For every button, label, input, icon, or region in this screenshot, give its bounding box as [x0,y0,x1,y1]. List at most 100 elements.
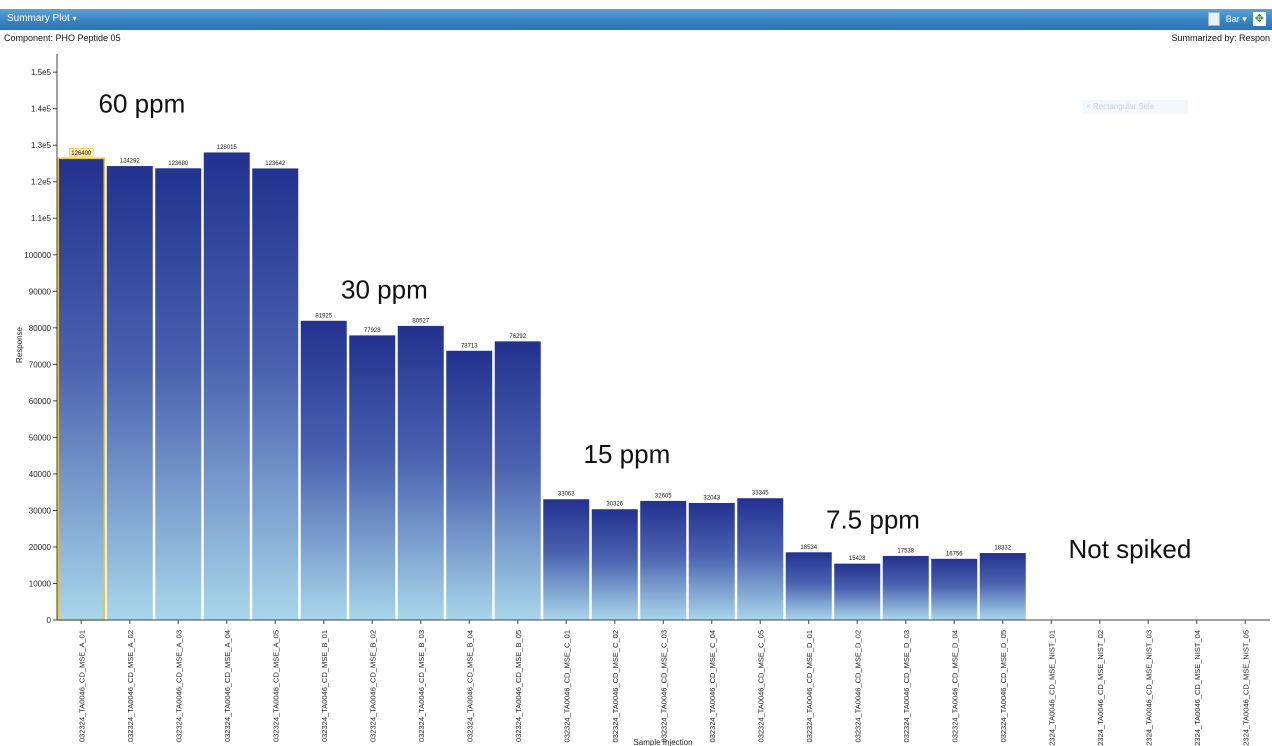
bar-value-label: 18534 [800,545,817,551]
x-tick-label: 032324_TA0046_CD_MSE_A_02 [126,630,135,742]
y-tick-label: 80000 [29,324,52,333]
bar-value-label: 73713 [461,343,478,349]
x-tick-label: 032324_TA0046_CD_MSE_A_03 [174,630,183,742]
component-label: Component: PHO Peptide 05 [4,33,121,43]
x-tick-label: 032324_TA0046_CD_MSE_D_02 [853,630,862,742]
y-axis-title: Response [15,326,24,363]
plot-titlebar: Summary Plot ▾ Bar ▾ ✥ [0,9,1272,30]
plot-toolbar: Bar ▾ ✥ [1207,12,1266,26]
bar-value-label: 32605 [655,493,672,499]
x-tick-label: 032324_TA0046_CD_MSE_NIST_01 [1047,630,1056,746]
rectangular-selection-label: Rectangular Sele [1092,102,1155,111]
y-axis: 0 10000 20000 30000 40000 50000 60000 70000 8000… [24,53,58,625]
bar[interactable] [397,325,444,620]
bar[interactable] [834,563,881,620]
summarized-by-label: Summarized by: Respon [1171,33,1270,43]
copy-icon[interactable] [1207,12,1220,26]
bar-value-label: 81925 [315,313,332,319]
x-tick-label: 032324_TA0046_CD_MSE_NIST_04 [1193,630,1202,746]
bar-value-label: 33063 [558,492,575,498]
bar[interactable] [106,166,153,620]
selected-value-highlight [68,148,94,157]
y-tick-label: 0 [47,616,52,625]
bar[interactable] [446,350,493,620]
y-tick-label: 1.1e5 [31,214,52,223]
bar[interactable] [979,553,1026,620]
chart-type-label: Bar [1225,13,1240,24]
bar-value-label: 80527 [412,318,429,324]
x-axis-title: Sample Injection [633,738,692,746]
x-tick-label: 032324_TA0046_CD_MSE_D_03 [902,630,911,742]
y-tick-label: 30000 [29,506,52,515]
bar[interactable] [591,509,638,620]
x-tick-label: 032324_TA0046_CD_MSE_D_05 [999,630,1008,742]
x-axis: 032324_TA0046_CD_MSE_A_01 032324_TA0046_C… [57,619,1270,746]
bar[interactable] [300,320,347,620]
x-tick-label: 032324_TA0046_CD_MSE_B_01 [320,630,329,742]
bar[interactable] [543,499,590,620]
x-tick-label: 032324_TA0046_CD_MSE_NIST_03 [1144,630,1153,746]
chart-type-selector[interactable]: Bar ▾ [1226,14,1247,25]
y-tick-label: 60000 [29,397,52,406]
bar-value-label: 126400 [71,151,92,157]
x-tick-label: 032324_TA0046_CD_MSE_B_04 [465,630,474,742]
x-tick-label: 032324_TA0046_CD_MSE_C_05 [756,630,765,742]
x-tick-label: 032324_TA0046_CD_MSE_B_05 [514,630,523,742]
y-tick-label: 70000 [29,360,52,369]
y-tick-label: 10000 [29,579,52,588]
concentration-annotation: 7.5 ppm [826,505,920,535]
bar[interactable] [155,168,202,620]
bar[interactable] [737,498,784,620]
x-tick-label: 032324_TA0046_CD_MSE_A_05 [271,630,280,742]
x-tick-label: 032324_TA0046_CD_MSE_C_02 [611,630,620,742]
bar-value-label: 123680 [168,161,189,167]
x-tick-label: 032324_TA0046_CD_MSE_D_04 [950,630,959,742]
bar[interactable] [688,502,735,620]
bar-value-label: 33345 [752,491,769,497]
bar[interactable] [57,157,105,621]
y-tick-label: 100000 [24,251,51,260]
bar-value-label: 15428 [849,556,866,562]
x-tick-label: 032324_TA0046_CD_MSE_NIST_05 [1241,630,1250,746]
bar-value-label: 16756 [946,551,963,557]
concentration-annotation: 60 ppm [99,88,186,118]
bar[interactable] [931,558,978,620]
close-icon[interactable]: × [1086,102,1091,111]
y-tick-label: 90000 [29,287,52,296]
bar-value-label: 128015 [217,145,238,151]
x-tick-label: 032324_TA0046_CD_MSE_D_01 [805,630,814,742]
y-tick-label: 1.2e5 [31,178,52,187]
bar[interactable] [494,341,541,620]
bar[interactable] [640,500,687,620]
bar-value-label: 32043 [703,495,720,501]
x-tick-label: 032324_TA0046_CD_MSE_NIST_02 [1096,630,1105,746]
y-tick-label: 20000 [29,543,52,552]
y-tick-label: 50000 [29,433,52,442]
rectangular-selection-hint: × Rectangular Sele [1082,100,1188,114]
x-tick-label: 032324_TA0046_CD_MSE_A_04 [223,630,232,742]
bar-value-label: 30326 [606,502,623,508]
bar[interactable] [349,335,396,620]
bar[interactable] [203,152,250,621]
bar[interactable] [252,168,299,621]
x-tick-label: 032324_TA0046_CD_MSE_A_01 [77,630,86,742]
bar-value-label: 76292 [509,334,526,340]
x-tick-label: 032324_TA0046_CD_MSE_C_04 [708,630,717,742]
bar[interactable] [882,555,929,620]
concentration-annotation: 15 ppm [584,439,671,469]
bar-value-label: 123642 [265,161,286,167]
chevron-down-icon: ▾ [72,14,77,23]
bar-value-label: 17538 [897,548,914,554]
y-tick-label: 40000 [29,470,52,479]
concentration-annotation: 30 ppm [341,275,428,305]
x-tick-label: 032324_TA0046_CD_MSE_B_02 [368,630,377,742]
y-tick-label: 1.3e5 [31,141,52,150]
bar-value-label: 77928 [364,328,381,334]
x-tick-label: 032324_TA0046_CD_MSE_C_03 [659,630,668,742]
y-tick-label: 1.4e5 [31,105,52,114]
bar-value-label: 18332 [994,546,1011,552]
bar[interactable] [785,552,832,620]
move-icon[interactable]: ✥ [1252,12,1266,26]
summary-plot-menu[interactable]: Summary Plot ▾ [7,13,77,24]
